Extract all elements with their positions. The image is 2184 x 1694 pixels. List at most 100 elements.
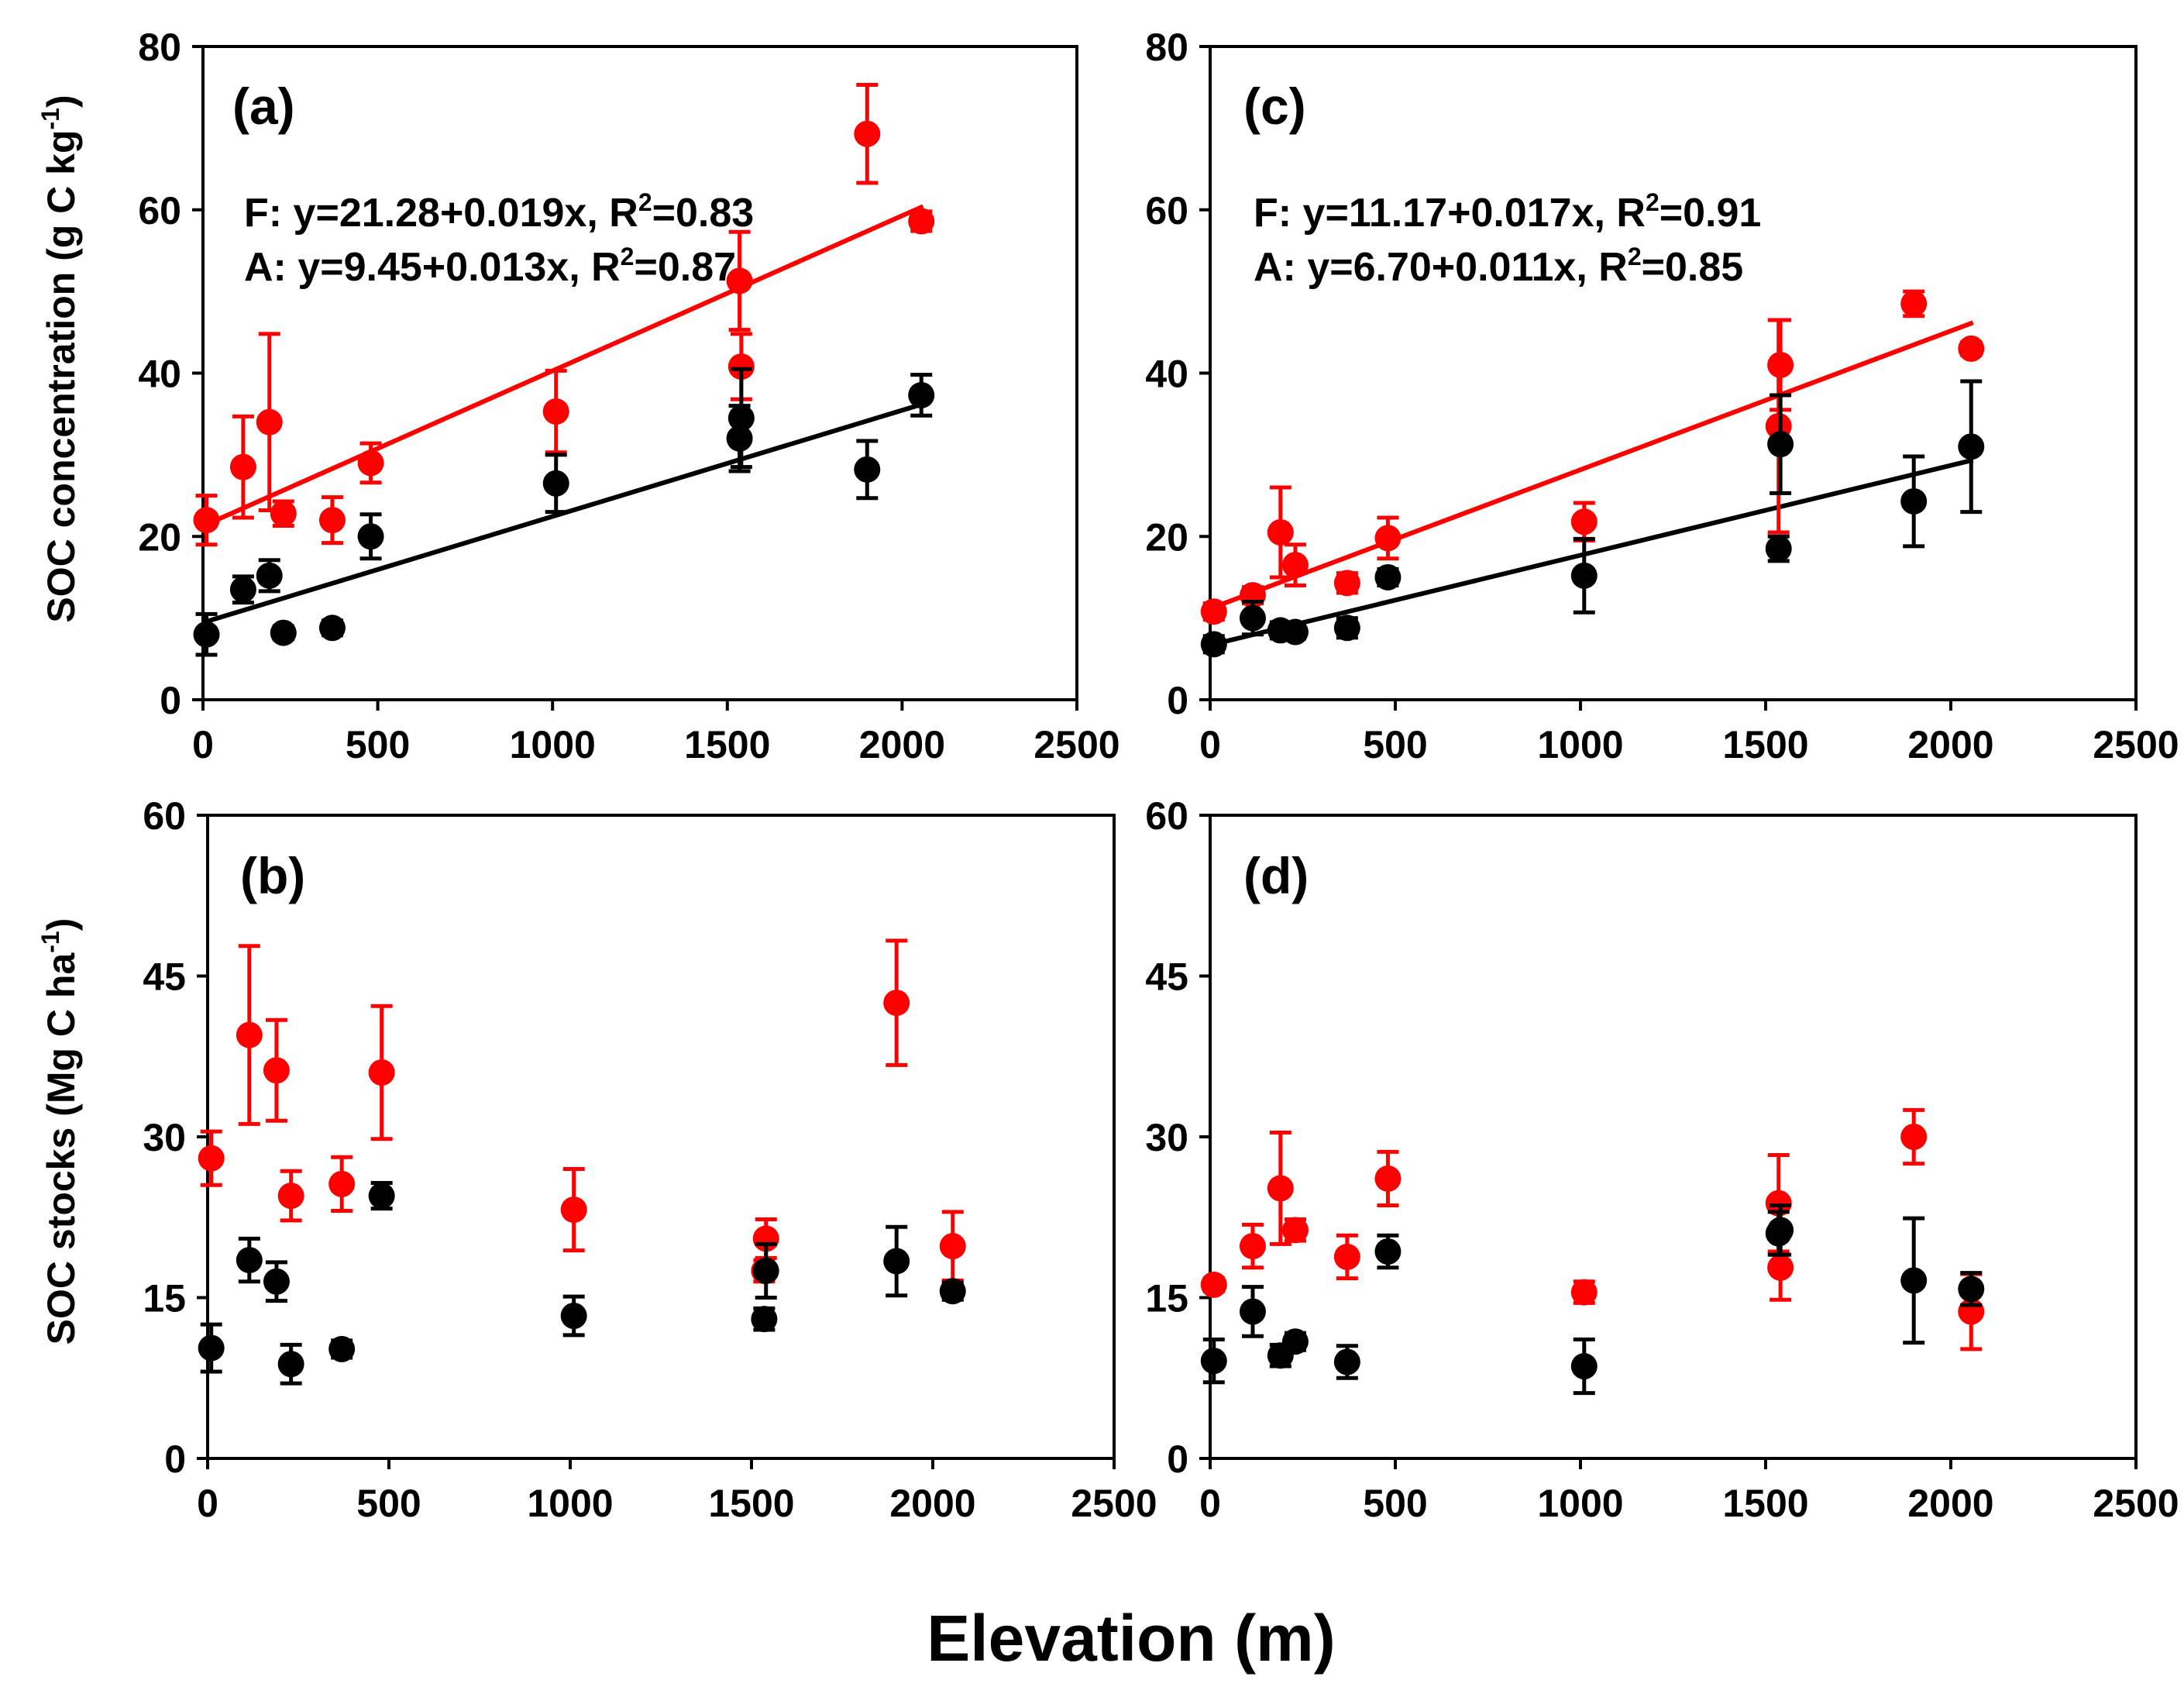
y-tick-label: 0 <box>1167 679 1188 722</box>
equation-main: A: y=6.70+0.011x, R <box>1254 245 1628 290</box>
equation-main: F: y=21.28+0.019x, R <box>244 191 638 236</box>
regression-equation: F: y=11.17+0.017x, R2=0.91 <box>1254 188 1761 236</box>
y-label-top-close: ) <box>40 95 83 108</box>
x-tick-label: 2000 <box>889 1482 975 1525</box>
data-point-F <box>368 1059 395 1086</box>
data-point-A <box>263 1268 290 1295</box>
data-point-F <box>1333 570 1360 597</box>
x-tick-label: 2000 <box>1907 723 1993 766</box>
x-tick-label: 2000 <box>1907 1482 1993 1525</box>
equation-end: =0.87 <box>634 245 736 290</box>
data-point-F <box>1958 335 1985 362</box>
y-tick-label: 20 <box>138 515 181 559</box>
y-tick-label: 30 <box>1145 1116 1188 1159</box>
data-point-A <box>1958 1276 1985 1303</box>
data-point-F <box>256 408 283 436</box>
data-point-A <box>854 456 881 483</box>
y-axis-label-concentration: SOC concentration (g C kg-1) <box>36 95 83 622</box>
regression-equation: F: y=21.28+0.019x, R2=0.83 <box>244 188 754 236</box>
x-tick-label: 0 <box>197 1482 218 1525</box>
data-point-F <box>1267 1175 1294 1202</box>
data-point-F <box>854 120 881 147</box>
data-point-A <box>229 576 256 603</box>
x-tick-label: 0 <box>192 723 214 766</box>
x-tick-label: 2500 <box>2093 1482 2179 1525</box>
data-point-F <box>1333 1243 1360 1270</box>
data-point-F <box>357 449 384 477</box>
x-tick-label: 500 <box>1363 1482 1427 1525</box>
data-point-F <box>560 1196 587 1224</box>
x-tick-label: 2000 <box>859 723 945 766</box>
x-tick-label: 500 <box>346 723 410 766</box>
data-point-A <box>1239 1298 1266 1325</box>
y-tick-label: 60 <box>1145 794 1188 838</box>
data-point-F <box>1281 552 1309 579</box>
plot-frame <box>201 45 1078 701</box>
y-tick-label: 80 <box>138 26 181 69</box>
x-tick-label: 1500 <box>1722 723 1808 766</box>
data-point-A <box>270 619 297 646</box>
panel-a: 0 500 1000 1500 2000 2500 0 20 40 60 80 (a) F: y=21.… <box>138 26 1120 766</box>
x-tick-label: 1000 <box>1537 723 1623 766</box>
data-point-A <box>751 1306 778 1333</box>
x-tick-label: 1500 <box>708 1482 794 1525</box>
panel-label: (d) <box>1243 847 1309 904</box>
y-tick-label: 80 <box>1145 26 1188 69</box>
fit-line-F <box>201 204 924 529</box>
data-point-A <box>328 1335 356 1362</box>
x-tick-label: 0 <box>1199 1482 1221 1525</box>
data-point-F <box>1900 290 1928 317</box>
x-tick-label: 500 <box>1363 723 1427 766</box>
data-point-F <box>1374 525 1402 552</box>
equation-end: =0.85 <box>1642 245 1744 290</box>
panel-label: (c) <box>1243 77 1306 135</box>
panel-label: (a) <box>232 77 295 135</box>
data-point-F <box>727 353 755 380</box>
data-point-A <box>318 615 346 642</box>
y-tick-label: 0 <box>160 679 181 722</box>
data-point-F <box>1767 1254 1794 1281</box>
y-tick-label: 40 <box>138 353 181 396</box>
data-point-F <box>277 1183 304 1210</box>
data-point-F <box>1374 1165 1402 1192</box>
data-point-A <box>277 1351 304 1378</box>
data-point-F <box>198 1145 225 1172</box>
y-tick-label: 40 <box>1145 353 1188 396</box>
x-tick-label: 1500 <box>1722 1482 1808 1525</box>
data-point-F <box>726 267 753 294</box>
data-point-A <box>727 405 755 432</box>
data-point-A <box>1958 433 1985 460</box>
data-point-A <box>1900 487 1928 515</box>
equation-main: F: y=11.17+0.017x, R <box>1254 191 1646 236</box>
x-tick-label: 1500 <box>684 723 770 766</box>
equation-sup: 2 <box>1646 188 1659 216</box>
data-point-A <box>1333 615 1360 642</box>
y-tick-label: 30 <box>143 1116 186 1159</box>
regression-equation: A: y=9.45+0.013x, R2=0.87 <box>244 243 736 290</box>
data-point-F <box>883 990 910 1017</box>
x-tick-label: 1000 <box>527 1482 613 1525</box>
data-point-A <box>1200 1348 1227 1375</box>
data-point-A <box>560 1303 587 1330</box>
equation-sup: 2 <box>1628 243 1642 270</box>
y-tick-label: 15 <box>1145 1277 1188 1320</box>
panel-b: 0 500 1000 1500 2000 2500 0 15 30 45 60 (b) <box>143 794 1157 1525</box>
panel-label: (b) <box>240 847 305 904</box>
data-point-A <box>883 1248 910 1275</box>
data-point-F <box>1200 598 1227 625</box>
x-tick-label: 2500 <box>1034 723 1120 766</box>
y-tick-label: 0 <box>164 1437 186 1481</box>
data-point-A <box>908 381 935 408</box>
y-label-bottom-main: SOC stocks (Mg C ha <box>40 952 83 1345</box>
data-point-A <box>1374 563 1402 590</box>
y-label-top-main: SOC concentration (g C kg <box>40 129 83 622</box>
equation-sup: 2 <box>621 243 635 270</box>
data-point-A <box>1570 562 1598 589</box>
data-point-F <box>1281 1217 1309 1244</box>
y-label-top-sup: -1 <box>36 108 64 129</box>
data-point-F <box>318 507 346 534</box>
y-tick-label: 45 <box>143 955 186 999</box>
data-point-A <box>1239 604 1266 632</box>
data-point-F <box>328 1170 356 1197</box>
